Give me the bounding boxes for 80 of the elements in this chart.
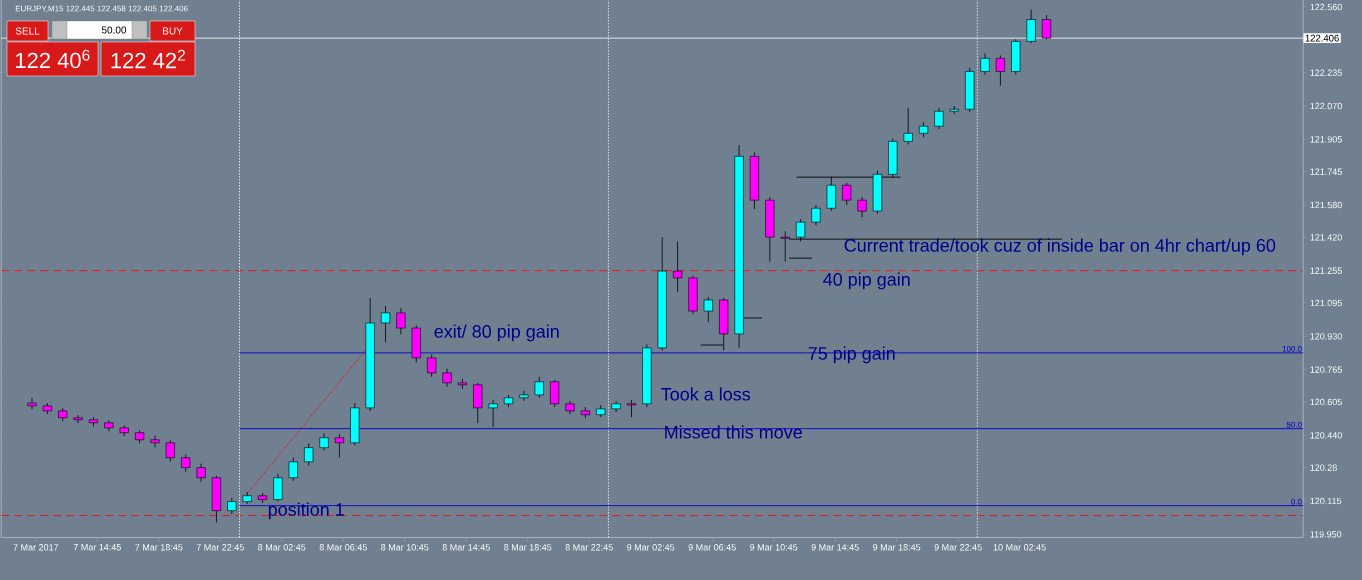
y-tick-label: 122.560 — [1310, 3, 1342, 11]
annotation: Current trade/took cuz of inside bar on 4hr chart/up 60 — [844, 238, 1276, 256]
candlestick — [196, 463, 206, 483]
series-label: 50.0 — [1286, 421, 1302, 428]
annotation: position 1 — [268, 502, 344, 520]
y-tick-label: 120.765 — [1310, 366, 1342, 373]
annotation: 122 40$^{6}$ — [16, 49, 90, 69]
y-tick-label: 120.930 — [1310, 333, 1342, 340]
series-label: 0.0 — [1291, 498, 1302, 505]
candlestick — [380, 305, 391, 343]
series-label: 100.0 — [1282, 346, 1302, 352]
candlestick — [703, 296, 713, 323]
y-tick-label: 121.420 — [1310, 234, 1342, 241]
candlestick — [534, 376, 544, 399]
candlestick — [842, 182, 852, 206]
annotation: 122 42$^{2}$ — [111, 49, 185, 69]
annotation: BUY — [163, 27, 183, 35]
candlestick — [27, 397, 37, 410]
annotation: 40 pip gain — [823, 272, 910, 290]
y-tick-label: 121.905 — [1310, 136, 1342, 143]
y-tick-label: 120.28 — [1310, 464, 1337, 471]
y-tick-label: 122.235 — [1310, 69, 1342, 76]
candlestick — [334, 433, 345, 458]
candlestick — [903, 107, 913, 145]
annotation: 75 pip gain — [808, 346, 895, 364]
x-tick-label: 8 Mar 02:45 — [258, 544, 306, 551]
candlestick — [995, 55, 1005, 87]
x-tick-label: 9 Mar 10:45 — [750, 544, 798, 551]
candlestick — [857, 196, 867, 218]
x-tick-label: 8 Mar 18:45 — [504, 544, 552, 551]
annotation: Missed this move — [665, 425, 802, 439]
x-tick-label: 10 Mar 02:45 — [993, 544, 1046, 551]
candlestick — [427, 354, 437, 378]
x-tick-label: 7 Mar 18:45 — [135, 544, 183, 551]
y-tick-label: 120.115 — [1310, 497, 1342, 505]
ref-line-label: 122.406 — [1305, 34, 1339, 42]
annotation: exit/ 80 pip gain — [434, 324, 559, 342]
y-tick-label: 121.255 — [1310, 267, 1342, 274]
candlestick — [934, 107, 944, 130]
x-tick-label: 9 Mar 14:45 — [811, 544, 859, 551]
candlestick — [73, 414, 83, 424]
candlestick — [288, 457, 298, 482]
candlestick — [980, 53, 990, 76]
candlestick — [488, 399, 498, 428]
y-tick-label: 120.605 — [1310, 398, 1342, 406]
candlestick — [165, 439, 175, 462]
y-tick-label: 121.745 — [1310, 168, 1342, 175]
y-tick-label: 121.095 — [1310, 299, 1342, 307]
y-tick-label: 120.440 — [1310, 432, 1342, 439]
y-tick-label: 122.070 — [1310, 102, 1342, 110]
candlestick — [550, 379, 560, 408]
candlestick — [626, 399, 637, 418]
y-tick-label: 119.950 — [1310, 531, 1342, 538]
candlestick — [442, 368, 452, 388]
candlestick — [1041, 14, 1052, 40]
x-tick-label: 8 Mar 06:45 — [319, 544, 367, 551]
candlestick — [273, 473, 283, 503]
candlestick — [1026, 9, 1036, 44]
x-tick-label: 7 Mar 2017 — [13, 544, 59, 551]
candlestick — [150, 434, 160, 448]
annotation: SELL — [15, 27, 40, 35]
annotation: 50.00 — [101, 26, 127, 34]
candlestick — [396, 307, 406, 335]
text: EURJPY,M15 122.445 122.458 122.405 122.406 — [15, 5, 188, 13]
x-tick-label: 7 Mar 22:45 — [196, 544, 244, 551]
x-tick-label: 9 Mar 22:45 — [934, 544, 982, 551]
x-tick-label: 8 Mar 22:45 — [565, 544, 613, 551]
candlestick — [304, 443, 314, 467]
candlestick — [811, 204, 821, 226]
candlestick — [519, 390, 529, 402]
x-tick-label: 7 Mar 14:45 — [73, 544, 121, 551]
x-tick-label: 9 Mar 06:45 — [688, 544, 736, 551]
candlestick — [672, 240, 683, 293]
annotation: Took a loss — [661, 387, 751, 401]
candlestick — [473, 382, 483, 424]
x-tick-label: 9 Mar 02:45 — [627, 544, 675, 551]
y-tick-label: 121.580 — [1310, 201, 1342, 209]
x-tick-label: 9 Mar 18:45 — [873, 544, 921, 551]
x-tick-label: 8 Mar 14:45 — [442, 544, 490, 551]
x-tick-label: 8 Mar 10:45 — [381, 544, 429, 551]
